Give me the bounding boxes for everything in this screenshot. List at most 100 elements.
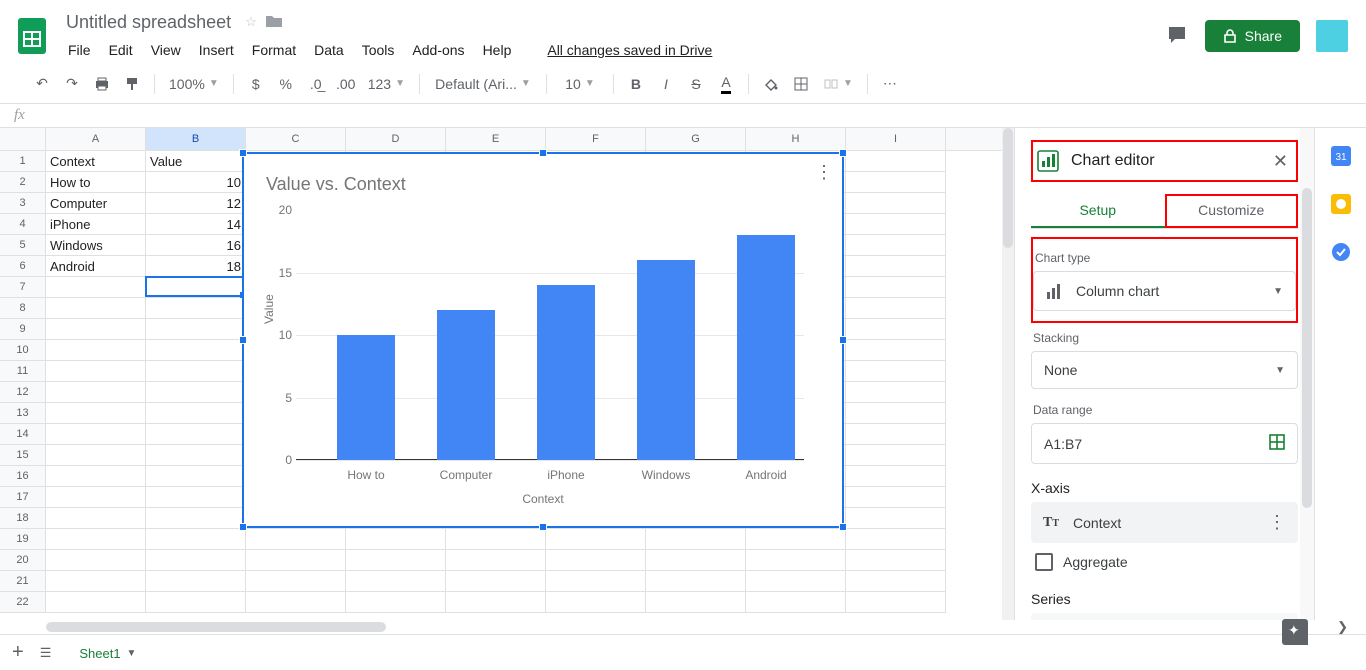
col-header[interactable]: F [546,128,646,150]
italic-button[interactable]: I [652,70,680,98]
cell[interactable] [846,214,946,235]
cell[interactable] [846,382,946,403]
cell[interactable] [146,361,246,382]
menu-data[interactable]: Data [306,38,352,62]
undo-button[interactable]: ↶ [28,70,56,98]
sheet-tab[interactable]: Sheet1 ▼ [67,638,148,667]
resize-handle[interactable] [839,149,847,157]
cell[interactable] [646,529,746,550]
row-header[interactable]: 6 [0,256,46,277]
row-header[interactable]: 15 [0,445,46,466]
col-header[interactable]: D [346,128,446,150]
comments-icon[interactable] [1165,23,1189,50]
row-header[interactable]: 5 [0,235,46,256]
col-header[interactable]: B [146,128,246,150]
borders-button[interactable] [787,70,815,98]
cell[interactable]: How to [46,172,146,193]
cell[interactable] [746,571,846,592]
row-header[interactable]: 4 [0,214,46,235]
menu-help[interactable]: Help [475,38,520,62]
more-button[interactable]: ⋯ [876,70,904,98]
col-header[interactable]: E [446,128,546,150]
series-field[interactable]: 123 Value ⋮ [1031,613,1298,620]
cell[interactable] [46,403,146,424]
cell[interactable] [846,445,946,466]
merge-button[interactable]: ▼ [817,70,859,98]
cell[interactable] [46,361,146,382]
row-header[interactable]: 16 [0,466,46,487]
cell[interactable]: 16 [146,235,246,256]
data-range-input[interactable]: A1:B7 [1031,423,1298,464]
resize-handle[interactable] [239,523,247,531]
cell[interactable] [146,424,246,445]
dec-increase-button[interactable]: .00 [332,70,360,98]
row-header[interactable]: 11 [0,361,46,382]
cell[interactable] [146,382,246,403]
cell[interactable] [146,487,246,508]
tasks-icon[interactable] [1331,242,1351,262]
row-header[interactable]: 17 [0,487,46,508]
row-header[interactable]: 1 [0,151,46,172]
cell[interactable] [546,529,646,550]
cell[interactable] [246,571,346,592]
cell[interactable]: Windows [46,235,146,256]
v-scrollbar[interactable] [1002,128,1014,620]
cell[interactable] [246,550,346,571]
cell[interactable] [46,571,146,592]
formula-bar[interactable]: fx [0,104,1366,128]
zoom-select[interactable]: 100%▼ [163,70,225,98]
tab-setup[interactable]: Setup [1031,194,1165,228]
explore-button[interactable] [1282,619,1308,645]
grid[interactable]: A B C D E F G H I 1234567891011121314151… [0,128,1014,620]
row-header[interactable]: 2 [0,172,46,193]
menu-tools[interactable]: Tools [354,38,403,62]
cell[interactable] [546,550,646,571]
cell[interactable] [646,550,746,571]
cell[interactable] [846,487,946,508]
cell[interactable] [146,529,246,550]
row-header[interactable]: 12 [0,382,46,403]
cell[interactable] [846,298,946,319]
dec-decrease-button[interactable]: .0̲ [302,70,330,98]
cell[interactable] [446,550,546,571]
col-header[interactable]: A [46,128,146,150]
col-header[interactable]: G [646,128,746,150]
tab-customize[interactable]: Customize [1165,194,1299,228]
cell[interactable] [46,550,146,571]
more-icon[interactable]: ⋮ [1268,512,1286,533]
resize-handle[interactable] [239,149,247,157]
grid-select-icon[interactable] [1269,434,1285,453]
row-header[interactable]: 19 [0,529,46,550]
cell[interactable] [146,298,246,319]
col-header[interactable]: I [846,128,946,150]
cell[interactable] [846,340,946,361]
cell[interactable]: Android [46,256,146,277]
percent-button[interactable]: % [272,70,300,98]
moreformats-button[interactable]: 123▼ [362,70,411,98]
cell[interactable] [446,592,546,613]
sidebar-scrollbar[interactable] [1300,128,1314,620]
row-header[interactable]: 21 [0,571,46,592]
cell[interactable] [646,592,746,613]
cell[interactable] [46,592,146,613]
row-header[interactable]: 14 [0,424,46,445]
cell[interactable] [546,592,646,613]
cell[interactable] [346,550,446,571]
menu-format[interactable]: Format [244,38,304,62]
chart-type-select[interactable]: Column chart ▼ [1033,271,1296,311]
row-header[interactable]: 10 [0,340,46,361]
col-header[interactable]: C [246,128,346,150]
h-scrollbar[interactable] [0,620,1366,634]
cell[interactable] [846,403,946,424]
cell[interactable] [46,277,146,298]
calendar-icon[interactable]: 31 [1331,146,1351,166]
cell[interactable]: 12 [146,193,246,214]
chart[interactable]: ⋮ Value vs. Context Value 05101520How to… [242,152,844,528]
textcolor-button[interactable]: A [712,70,740,98]
share-button[interactable]: Share [1205,20,1300,52]
cell[interactable] [46,382,146,403]
row-header[interactable]: 20 [0,550,46,571]
cell[interactable] [846,256,946,277]
menu-insert[interactable]: Insert [191,38,242,62]
cell[interactable]: 10 [146,172,246,193]
